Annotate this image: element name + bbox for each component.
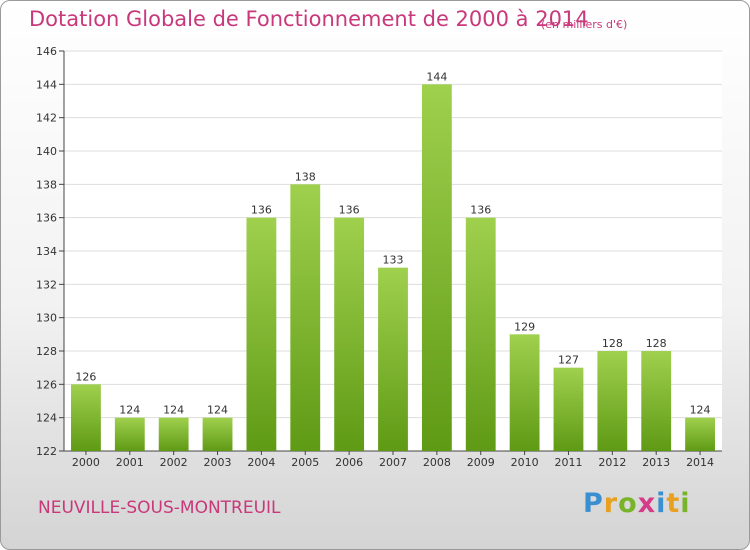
y-tick-label: 142 [36,112,57,125]
x-tick-label-2011: 2011 [554,456,582,469]
x-tick-label-2010: 2010 [511,456,539,469]
bar-2010 [509,334,540,451]
logo-letter: t [666,488,681,519]
y-tick-label: 136 [36,212,57,225]
bar-2011 [553,367,584,451]
x-tick-label-2000: 2000 [72,456,100,469]
proxiti-logo: Proxiti [583,488,691,519]
x-tick-label-2005: 2005 [291,456,319,469]
data-label-2014: 124 [690,404,711,417]
bar-2002 [158,417,189,451]
logo-letter: r [603,488,619,519]
data-label-2005: 138 [295,170,316,183]
data-label-2009: 136 [470,204,491,217]
y-tick-label: 122 [36,445,57,458]
data-label-2010: 129 [514,320,535,333]
bar-2014 [685,417,715,451]
x-tick-label-2012: 2012 [598,456,626,469]
y-tick-label: 144 [36,78,57,91]
chart-title: Dotation Globale de Fonctionnement de 20… [29,7,589,31]
bar-2004 [246,217,277,451]
commune-name: NEUVILLE-SOUS-MONTREUIL [38,498,281,518]
bar-2006 [334,217,365,451]
y-tick-label: 132 [36,278,57,291]
x-tick-label-2007: 2007 [379,456,407,469]
x-tick-label-2008: 2008 [423,456,451,469]
chart-subtitle: (en milliers d'€) [541,18,628,31]
x-tick-label-2002: 2002 [160,456,188,469]
bar-2012 [597,351,628,451]
logo-letter: i [680,488,691,519]
data-label-2004: 136 [251,204,272,217]
data-label-2013: 128 [646,337,667,350]
data-label-2012: 128 [602,337,623,350]
y-tick-label: 124 [36,412,57,425]
x-tick-label-2003: 2003 [204,456,232,469]
y-tick-label: 128 [36,345,57,358]
logo-letter: o [618,488,638,519]
logo-letter: x [637,488,657,519]
logo-letter: P [583,488,604,519]
data-label-2001: 124 [119,404,140,417]
x-tick-label-2014: 2014 [686,456,714,469]
y-tick-label: 140 [36,145,57,158]
data-label-2000: 126 [75,370,96,383]
x-tick-label-2001: 2001 [116,456,144,469]
x-tick-label-2004: 2004 [247,456,275,469]
bar-2013 [641,351,672,451]
x-tick-label-2009: 2009 [467,456,495,469]
bar-2009 [465,217,496,451]
data-label-2008: 144 [426,70,447,83]
y-tick-label: 126 [36,378,57,391]
data-label-2011: 127 [558,354,579,367]
bar-2003 [202,417,233,451]
y-tick-label: 138 [36,178,57,191]
data-label-2002: 124 [163,404,184,417]
x-tick-label-2006: 2006 [335,456,363,469]
y-tick-label: 134 [36,245,57,258]
data-label-2006: 136 [339,204,360,217]
bar-2001 [114,417,145,451]
data-label-2007: 133 [383,254,404,267]
x-tick-label-2013: 2013 [642,456,670,469]
bar-2000 [71,384,101,451]
bar-2005 [290,184,321,452]
data-label-2003: 124 [207,404,228,417]
y-tick-label: 130 [36,312,57,325]
y-tick-label: 146 [36,45,57,58]
bar-2007 [378,267,408,451]
bar-2008 [421,84,452,451]
logo-letter: i [656,488,667,519]
